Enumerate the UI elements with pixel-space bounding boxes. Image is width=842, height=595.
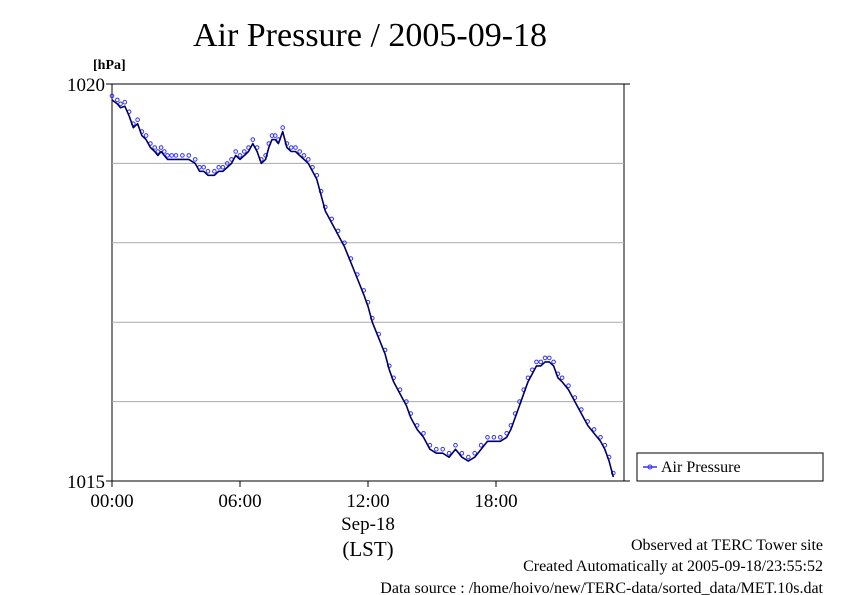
footer-data-source: Data source : /home/hoivo/new/TERC-data/…: [380, 580, 823, 595]
data-point-88: [538, 359, 544, 365]
series-markers: [109, 93, 616, 476]
series-line-air-pressure: [111, 99, 615, 478]
y-tick-label-0: 1015: [67, 472, 105, 493]
data-point-10: [152, 145, 157, 150]
legend-box: [636, 452, 824, 482]
data-point-29: [237, 153, 243, 158]
data-point-67: [421, 431, 426, 436]
x-tick-label-2: 12:00: [346, 491, 389, 512]
data-point-46: [306, 157, 311, 162]
data-point-79: [498, 435, 503, 440]
data-point-72: [453, 442, 458, 448]
x-tick-label-0: 00:00: [90, 491, 133, 512]
data-point-93: [559, 375, 565, 381]
data-point-6: [135, 117, 140, 122]
x-tick-label-1: 06:00: [218, 491, 261, 512]
legend-label-air-pressure: Air Pressure: [661, 459, 741, 476]
data-point-91: [551, 359, 556, 365]
data-point-23: [212, 169, 217, 174]
legend: Air Pressure: [636, 452, 824, 482]
data-point-99: [598, 435, 603, 440]
data-point-2: [118, 101, 123, 107]
data-point-11: [155, 149, 161, 154]
x-axis-unit-label: (LST): [342, 537, 393, 561]
data-point-16: [173, 153, 179, 158]
data-point-13: [162, 149, 167, 154]
data-point-19: [192, 157, 198, 162]
x-axis-ticks: 00:00 06:00 12:00 18:00: [90, 481, 518, 512]
footer-observed-site: Observed at TERC Tower site: [631, 537, 823, 554]
data-point-0: [109, 93, 115, 99]
chart-title: Air Pressure / 2005-09-18: [193, 17, 547, 54]
x-tick-label-3: 18:00: [474, 491, 517, 512]
data-point-90: [547, 355, 552, 361]
x-axis-label: Sep-18: [341, 514, 395, 535]
data-point-77: [485, 435, 490, 440]
data-point-3: [122, 99, 128, 105]
footer-created-timestamp: Created Automatically at 2005-09-18/23:5…: [523, 558, 823, 575]
plot-frame: [111, 83, 625, 482]
data-point-69: [434, 446, 439, 452]
data-point-1: [115, 97, 120, 103]
data-point-94: [566, 383, 571, 389]
data-point-21: [201, 165, 206, 170]
data-point-44: [297, 149, 303, 154]
y-axis-ticks: 1015 1020: [67, 75, 112, 493]
data-point-45: [301, 153, 307, 158]
data-point-25: [220, 165, 226, 170]
data-point-28: [233, 149, 238, 154]
data-point-12: [158, 145, 164, 150]
data-point-8: [143, 133, 149, 138]
data-point-14: [165, 153, 170, 158]
data-point-40: [280, 125, 286, 130]
data-point-15: [169, 153, 174, 158]
data-point-70: [440, 446, 446, 452]
data-point-17: [180, 153, 185, 158]
data-point-89: [542, 355, 548, 361]
data-point-30: [242, 149, 247, 154]
data-point-87: [534, 359, 539, 365]
data-point-75: [472, 450, 478, 456]
data-point-42: [288, 145, 294, 150]
grid-lines: [112, 162, 624, 403]
y-axis-unit-label: [hPa]: [93, 58, 126, 73]
data-point-22: [205, 169, 211, 174]
data-point-78: [491, 435, 497, 440]
legend-marker-swatch: [647, 464, 653, 470]
data-point-76: [478, 442, 484, 448]
data-point-26: [224, 161, 230, 166]
data-point-98: [591, 427, 597, 432]
data-point-73: [459, 450, 465, 456]
data-point-71: [446, 450, 452, 456]
data-point-24: [216, 165, 221, 170]
y-tick-label-1: 1020: [67, 75, 105, 96]
data-point-38: [272, 133, 278, 138]
data-point-74: [466, 454, 471, 460]
data-point-32: [250, 137, 256, 142]
data-point-18: [186, 153, 192, 158]
data-point-43: [293, 145, 298, 150]
